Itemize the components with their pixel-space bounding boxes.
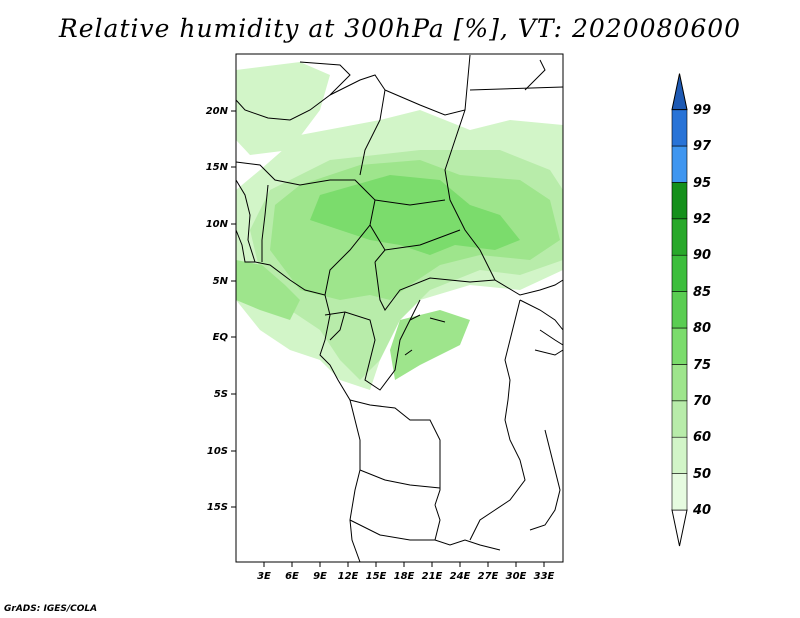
colorbar-label: 85	[693, 285, 711, 300]
lat-label: 15N	[206, 162, 229, 173]
colorbar	[671, 73, 688, 547]
map-frame	[235, 53, 564, 563]
colorbar-labels: 40 50 60 70 75 80 85 90 92 95 97 99	[692, 103, 712, 518]
colorbar-bin	[671, 291, 688, 329]
colorbar-bin	[671, 73, 688, 111]
colorbar-bin	[671, 327, 688, 365]
lon-label: 27E	[478, 571, 499, 582]
latitude-labels: 20N 15N 10N 5N EQ 5S 10S 15S	[206, 106, 229, 513]
colorbar-bin	[671, 145, 688, 183]
lon-label: 21E	[422, 571, 443, 582]
colorbar-bin	[671, 109, 688, 147]
colorbar-label: 70	[693, 394, 711, 409]
map-title: Relative humidity at 300hPa [%], VT: 202…	[58, 14, 742, 43]
lat-label: 15S	[207, 502, 228, 513]
colorbar-bin	[671, 473, 688, 511]
lat-label: 5N	[213, 276, 229, 287]
colorbar-bin	[671, 509, 688, 547]
colorbar-bin	[671, 254, 688, 292]
lon-label: 18E	[394, 571, 415, 582]
lon-label: 24E	[450, 571, 471, 582]
grads-credit: GrADS: IGES/COLA	[4, 604, 98, 614]
lon-label: 15E	[366, 571, 387, 582]
colorbar-label: 92	[693, 212, 711, 227]
lat-label: EQ	[213, 332, 229, 343]
colorbar-label: 50	[693, 467, 711, 482]
colorbar-bin	[671, 400, 688, 438]
map-borders	[235, 54, 564, 563]
colorbar-label: 75	[693, 358, 711, 373]
lat-label: 20N	[206, 106, 229, 117]
lat-label: 10S	[207, 446, 228, 457]
colorbar-bin	[671, 436, 688, 474]
lat-label: 10N	[206, 219, 229, 230]
colorbar-bin	[671, 364, 688, 402]
colorbar-bin	[671, 182, 688, 220]
colorbar-label: 60	[693, 430, 711, 445]
colorbar-label: 95	[693, 176, 711, 191]
humidity-shading	[236, 62, 563, 390]
lon-label: 3E	[257, 571, 271, 582]
colorbar-label: 99	[693, 103, 711, 118]
longitude-ticks	[263, 562, 545, 567]
lat-label: 5S	[214, 389, 228, 400]
latitude-ticks	[231, 110, 236, 508]
lon-label: 12E	[338, 571, 359, 582]
colorbar-label: 40	[692, 503, 711, 518]
colorbar-bin	[671, 218, 688, 256]
longitude-labels: 3E 6E 9E 12E 15E 18E 21E 24E 27E 30E 33E	[257, 571, 554, 582]
colorbar-label: 80	[693, 321, 711, 336]
lon-label: 6E	[285, 571, 299, 582]
colorbar-label: 97	[693, 139, 712, 154]
colorbar-label: 90	[693, 248, 711, 263]
lon-label: 33E	[534, 571, 555, 582]
lon-label: 9E	[313, 571, 327, 582]
lon-label: 30E	[506, 571, 527, 582]
